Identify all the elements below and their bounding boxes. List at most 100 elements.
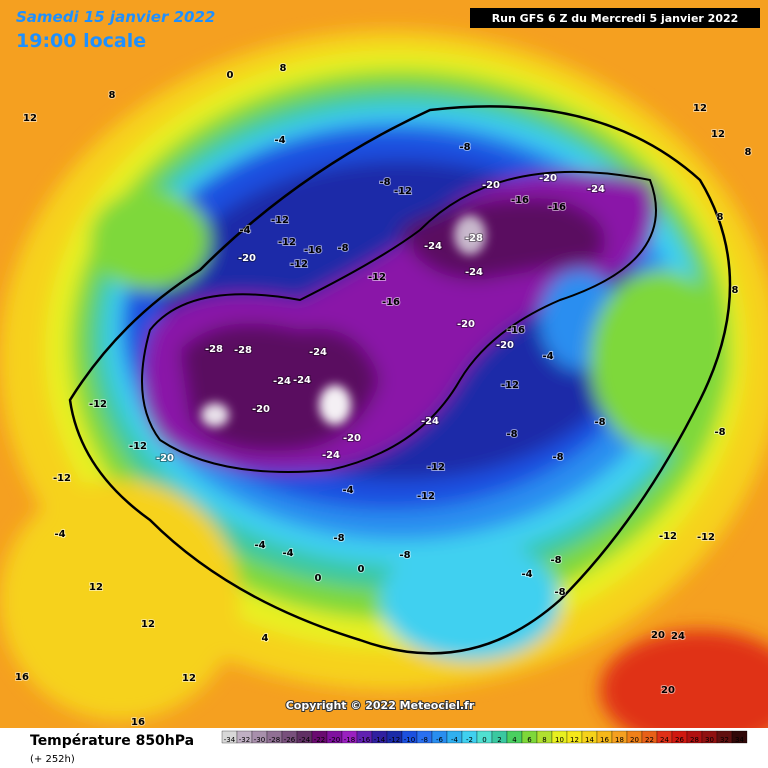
contour-label: -12 [697,532,715,543]
colorbar-label: 16 [600,736,609,744]
contour-label: 0 [315,573,322,584]
forecast-lead: (+ 252h) [30,754,75,765]
colorbar-label: -16 [359,736,371,744]
contour-label: -8 [552,452,563,463]
contour-label: -4 [342,485,353,496]
run-box [470,8,760,28]
colorbar-label: -26 [284,736,296,744]
contour-label: 12 [693,103,707,114]
contour-label: -12 [501,380,519,391]
contour-label: 16 [131,717,145,728]
temperature-field [0,0,768,750]
contour-label: -4 [542,351,553,362]
contour-label: -8 [459,142,470,153]
colorbar: -34 -32 -30 -28 -26 -24 -22 -20 -18 -16 -14 -12 -10-… [221,730,748,744]
colorbar-label: 14 [585,736,594,744]
contour-label: -12 [89,399,107,410]
colorbar-label: -2 [466,736,473,744]
colorbar-label: 12 [570,736,579,744]
contour-label: -8 [333,533,344,544]
contour-label: -24 [424,241,442,252]
contour-label: 12 [89,582,103,593]
date: Samedi 15 janvier 2022 [16,8,215,26]
colorbar-label: 4 [512,736,517,744]
contour-label: -24 [293,375,311,386]
contour-label: 0 [358,564,365,575]
contour-label: -8 [554,587,565,598]
contour-label: 8 [732,285,739,296]
contour-label: -20 [457,319,475,330]
colorbar-label: 28 [690,736,699,744]
contour-label: -16 [507,325,525,336]
contour-label: -4 [274,135,285,146]
contour-label: -24 [322,450,340,461]
contour-label: -20 [539,173,557,184]
contour-label: -16 [548,202,566,213]
contour-label: 8 [717,212,724,223]
contour-label: -16 [382,297,400,308]
contour-label: -12 [129,441,147,452]
colorbar-label: -8 [421,736,428,744]
contour-label: -8 [399,550,410,561]
contour-label: 8 [745,147,752,158]
contour-label: -4 [54,529,65,540]
contour-label: -24 [309,347,327,358]
contour-label: 20 [661,685,675,696]
contour-label: -28 [234,345,252,356]
colorbar-label: -6 [436,736,444,744]
contour-label: -20 [156,453,174,464]
contour-label: -12 [417,491,435,502]
contour-label: 4 [262,633,269,644]
contour-label: 8 [280,63,287,74]
contour-label: 12 [182,673,196,684]
colorbar-label: -32 [239,736,250,744]
contour-label: -12 [394,186,412,197]
colorbar-label: 6 [527,736,532,744]
contour-label: -8 [379,177,390,188]
contour-label: -20 [496,340,514,351]
contour-label: 20 [651,630,665,641]
contour-label: -12 [271,215,289,226]
colorbar-label: 26 [675,736,684,744]
colorbar-label: -22 [314,736,325,744]
contour-label: -8 [714,427,725,438]
colorbar-label: 20 [630,736,639,744]
contour-label: -24 [465,267,483,278]
contour-label: -4 [254,540,265,551]
colorbar-label: 18 [615,736,624,744]
copyright: Copyright © 2022 Meteociel.fr [286,699,475,712]
contour-label: -8 [337,243,348,254]
contour-label: 12 [141,619,155,630]
colorbar-label: -4 [451,736,459,744]
contour-label: -28 [205,344,223,355]
contour-label: -8 [594,417,605,428]
contour-label: 8 [109,90,116,101]
contour-label: -20 [343,433,361,444]
contour-label: -12 [53,473,71,484]
contour-label: -4 [521,569,532,580]
contour-label: -4 [282,548,293,559]
colorbar-label: -20 [329,736,340,744]
colorbar-label: -34 [224,736,236,744]
contour-label: -20 [482,180,500,191]
contour-label: -12 [278,237,296,248]
contour-label: -12 [659,531,677,542]
colorbar-label: -14 [374,736,386,744]
colorbar-label: -28 [269,736,280,744]
contour-label: -12 [290,259,308,270]
contour-label: 24 [671,631,685,642]
colorbar-label: 0 [482,736,486,744]
contour-label: -16 [511,195,529,206]
contour-label: -12 [427,462,445,473]
contour-label: 16 [15,672,29,683]
colorbar-label: -18 [344,736,355,744]
colorbar-label: 30 [705,736,714,744]
contour-label: -16 [304,245,322,256]
colorbar-label: 8 [542,736,546,744]
colorbar-label: 34 [735,736,744,744]
contour-label: 0 [227,70,234,81]
contour-label: -24 [273,376,291,387]
colorbar-label: 32 [720,736,729,744]
